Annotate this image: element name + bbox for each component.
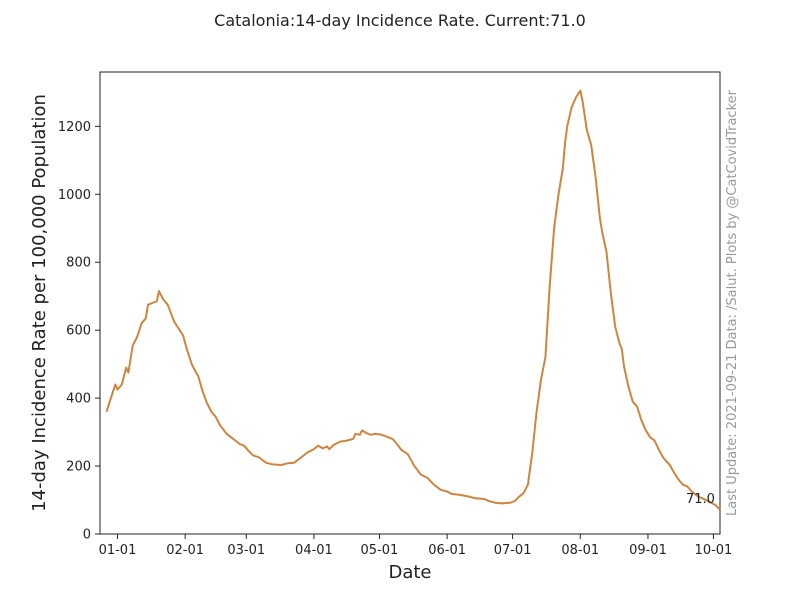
x-tick-label: 05-01 bbox=[361, 543, 399, 558]
x-tick-label: 07-01 bbox=[494, 543, 532, 558]
y-tick-label: 200 bbox=[66, 460, 91, 475]
y-tick-label: 0 bbox=[83, 528, 91, 543]
y-tick-label: 400 bbox=[66, 392, 91, 407]
x-tick-label: 01-01 bbox=[99, 543, 137, 558]
y-tick-label: 600 bbox=[66, 324, 91, 339]
x-tick-label: 10-01 bbox=[695, 543, 733, 558]
x-axis-title: Date bbox=[388, 562, 431, 583]
side-note: Last Update: 2021-09-21 Data: /Salut. Pl… bbox=[725, 89, 740, 516]
x-tick-label: 06-01 bbox=[428, 543, 466, 558]
x-tick-label: 08-01 bbox=[561, 543, 599, 558]
plot-frame bbox=[99, 71, 721, 535]
x-tick-label: 04-01 bbox=[295, 543, 333, 558]
x-tick-label: 09-01 bbox=[629, 543, 667, 558]
current-value-annotation: 71.0 bbox=[686, 492, 715, 507]
x-tick-label: 02-01 bbox=[166, 543, 204, 558]
y-axis: 0 200 400 600 800 1000 1200 bbox=[58, 120, 100, 543]
y-tick-label: 1200 bbox=[58, 120, 91, 135]
series-line bbox=[105, 89, 721, 511]
x-tick-label: 03-01 bbox=[227, 543, 265, 558]
y-tick-label: 800 bbox=[66, 256, 91, 271]
x-axis: 01-01 02-01 03-01 04-01 05-01 06-01 07-01 08-01… bbox=[99, 534, 733, 558]
y-tick-label: 1000 bbox=[58, 188, 91, 203]
y-axis-title: 14-day Incidence Rate per 100,000 Popula… bbox=[29, 94, 50, 512]
chart-title: Catalonia:14-day Incidence Rate. Current… bbox=[214, 11, 586, 30]
